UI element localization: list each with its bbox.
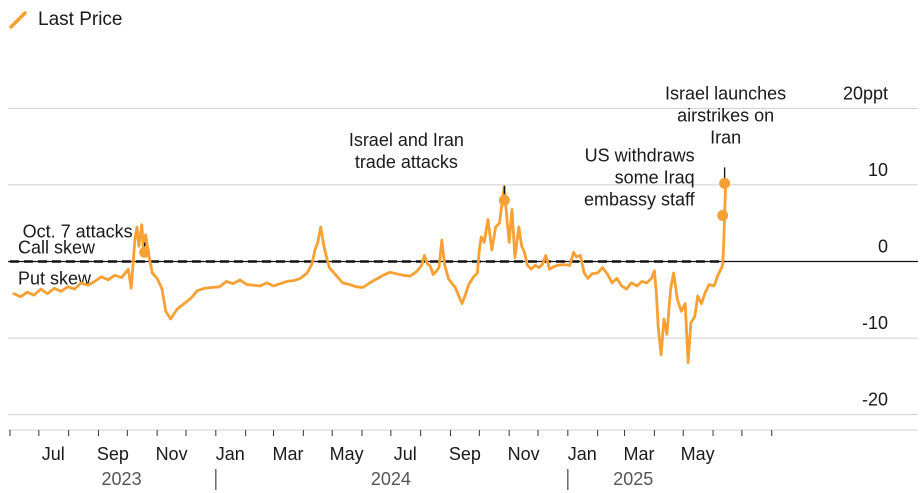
y-tick-label: -20 [862,390,888,410]
x-tick-label: Nov [156,444,188,464]
y-tick-label: 10 [868,160,888,180]
y-tick-label: 0 [878,237,888,257]
x-tick-label: May [681,444,715,464]
year-label: 2024 [371,469,411,489]
annotation-label: Israel launches [665,83,786,103]
x-axis: Jul Sep Nov Jan Mar May Jul Sep Nov Jan Mar May 2023… [8,429,918,490]
series-layer [12,182,727,364]
annotation-marker [719,177,731,189]
y-tick-label: -10 [862,313,888,333]
annotation-label: trade attacks [355,152,458,172]
annotation-label: embassy staff [584,190,696,210]
gridlines [8,107,918,416]
year-label: 2023 [102,469,142,489]
reference-lines: Call skew Put skew [8,238,918,289]
legend-label: Last Price [38,9,123,30]
x-tick-label: May [330,444,364,464]
x-tick-label: Jan [216,444,245,464]
put-skew-label: Put skew [18,269,92,289]
x-tick-label: Jul [394,444,417,464]
annotation-label: some Iraq [615,168,695,188]
x-tick-label: Nov [508,444,540,464]
y-axis-labels: 20ppt 10 0 -10 -20 [843,83,888,409]
annotation-label: Iran [710,127,741,147]
x-tick-label: Sep [97,444,129,464]
call-skew-label: Call skew [18,238,96,258]
x-tick-label: Jul [42,444,65,464]
legend: Last Price [8,8,122,32]
annotation-label: US withdraws [585,146,695,166]
annotation-label: Israel and Iran [349,130,464,150]
annotation-marker [139,246,151,258]
x-tick-label: Mar [272,444,303,464]
year-label: 2025 [613,469,653,489]
x-tick-label: Sep [449,444,481,464]
annotation-label: Oct. 7 attacks [23,222,133,242]
annotation-marker [717,210,729,222]
annotation-label: airstrikes on [677,105,774,125]
line-swatch-icon [9,11,27,29]
series-line [12,182,727,364]
y-tick-label: 20ppt [843,83,888,103]
x-tick-label: Mar [624,444,655,464]
x-tick-label: Jan [568,444,597,464]
annotation-marker [498,194,510,206]
